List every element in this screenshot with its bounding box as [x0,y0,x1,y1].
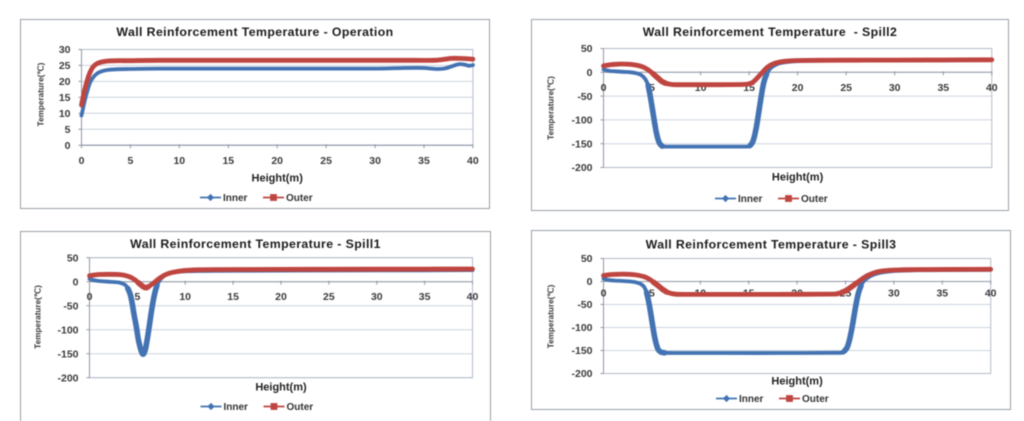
svg-text:Outer: Outer [802,394,829,405]
svg-text:0: 0 [601,82,607,94]
svg-text:5: 5 [65,124,71,136]
svg-text:-150: -150 [571,138,592,150]
svg-text:Outer: Outer [287,402,314,413]
svg-text:Wall Reinforcement Temperature: Wall Reinforcement Temperature - Operati… [116,25,393,39]
svg-text:Height(m): Height(m) [771,375,823,387]
svg-text:Wall Reinforcement Temperature: Wall Reinforcement Temperature - Spill3 [646,237,897,251]
svg-text:10: 10 [59,108,71,120]
svg-text:-50: -50 [577,299,592,311]
svg-text:Temperature(℃): Temperature(℃) [37,62,46,126]
svg-text:0: 0 [601,287,607,299]
svg-text:Inner: Inner [738,194,763,205]
svg-text:0: 0 [73,276,79,288]
svg-text:40: 40 [985,287,997,299]
svg-text:25: 25 [59,60,71,72]
svg-text:30: 30 [59,44,71,56]
svg-text:-50: -50 [577,91,592,103]
svg-text:-200: -200 [571,162,592,174]
svg-text:Temperature(℃): Temperature(℃) [547,284,556,348]
svg-text:35: 35 [419,291,431,303]
svg-text:35: 35 [937,82,949,94]
svg-text:5: 5 [127,155,133,167]
svg-text:20: 20 [271,155,283,167]
svg-text:-200: -200 [571,368,592,380]
svg-text:50: 50 [581,253,593,265]
svg-text:-100: -100 [571,115,592,127]
svg-text:30: 30 [888,287,900,299]
svg-text:40: 40 [467,291,479,303]
svg-text:20: 20 [275,291,287,303]
svg-text:-100: -100 [57,324,78,336]
svg-text:Temperature(℃): Temperature(℃) [547,76,556,140]
svg-text:25: 25 [840,82,852,94]
svg-text:40: 40 [467,155,479,167]
svg-text:40: 40 [986,82,998,94]
svg-text:30: 30 [889,82,901,94]
svg-text:Inner: Inner [739,394,764,405]
svg-text:Outer: Outer [801,194,828,205]
svg-text:10: 10 [173,155,185,167]
svg-text:5: 5 [134,291,140,303]
svg-text:20: 20 [59,76,71,88]
svg-text:50: 50 [67,252,79,264]
svg-text:Height(m): Height(m) [255,382,307,394]
svg-text:-150: -150 [57,348,78,360]
svg-text:15: 15 [227,291,239,303]
svg-text:0: 0 [87,291,93,303]
svg-text:Inner: Inner [224,402,249,413]
svg-text:-200: -200 [57,372,78,384]
svg-text:35: 35 [936,287,948,299]
svg-text:-150: -150 [571,345,592,357]
svg-text:Height(m): Height(m) [252,173,304,185]
svg-text:0: 0 [65,140,71,152]
svg-text:0: 0 [587,67,593,79]
svg-text:Outer: Outer [286,193,313,204]
svg-text:Inner: Inner [223,193,248,204]
svg-text:25: 25 [320,155,332,167]
svg-text:15: 15 [222,155,234,167]
svg-text:35: 35 [418,155,430,167]
svg-text:30: 30 [371,291,383,303]
svg-text:0: 0 [79,155,85,167]
svg-text:30: 30 [369,155,381,167]
svg-text:Wall Reinforcement Temperature: Wall Reinforcement Temperature - Spill1 [130,237,381,251]
svg-text:-100: -100 [571,322,592,334]
svg-text:-50: -50 [63,300,78,312]
svg-text:20: 20 [792,82,804,94]
svg-text:10: 10 [179,291,191,303]
svg-text:0: 0 [587,276,593,288]
svg-text:Wall Reinforcement Temperature: Wall Reinforcement Temperature - Spill2 [643,25,897,39]
svg-text:25: 25 [323,291,335,303]
svg-text:50: 50 [581,43,593,55]
svg-text:Height(m): Height(m) [772,172,824,184]
svg-text:Temperature(℃): Temperature(℃) [34,285,43,349]
svg-text:15: 15 [59,92,71,104]
